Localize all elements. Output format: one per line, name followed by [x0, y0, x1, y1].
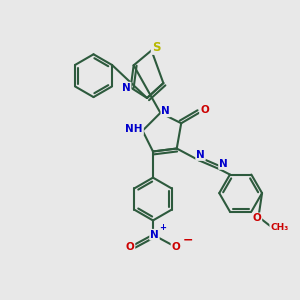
- Text: N: N: [219, 159, 228, 169]
- Text: +: +: [160, 223, 167, 232]
- Text: −: −: [183, 234, 193, 247]
- Text: S: S: [152, 41, 160, 54]
- Text: O: O: [126, 242, 134, 252]
- Text: N: N: [122, 82, 130, 93]
- Text: N: N: [161, 106, 170, 116]
- Text: O: O: [253, 213, 261, 224]
- Text: NH: NH: [125, 124, 143, 134]
- Text: CH₃: CH₃: [270, 223, 288, 232]
- Text: O: O: [200, 106, 209, 116]
- Text: O: O: [172, 242, 180, 252]
- Text: N: N: [196, 150, 205, 160]
- Text: N: N: [150, 230, 159, 240]
